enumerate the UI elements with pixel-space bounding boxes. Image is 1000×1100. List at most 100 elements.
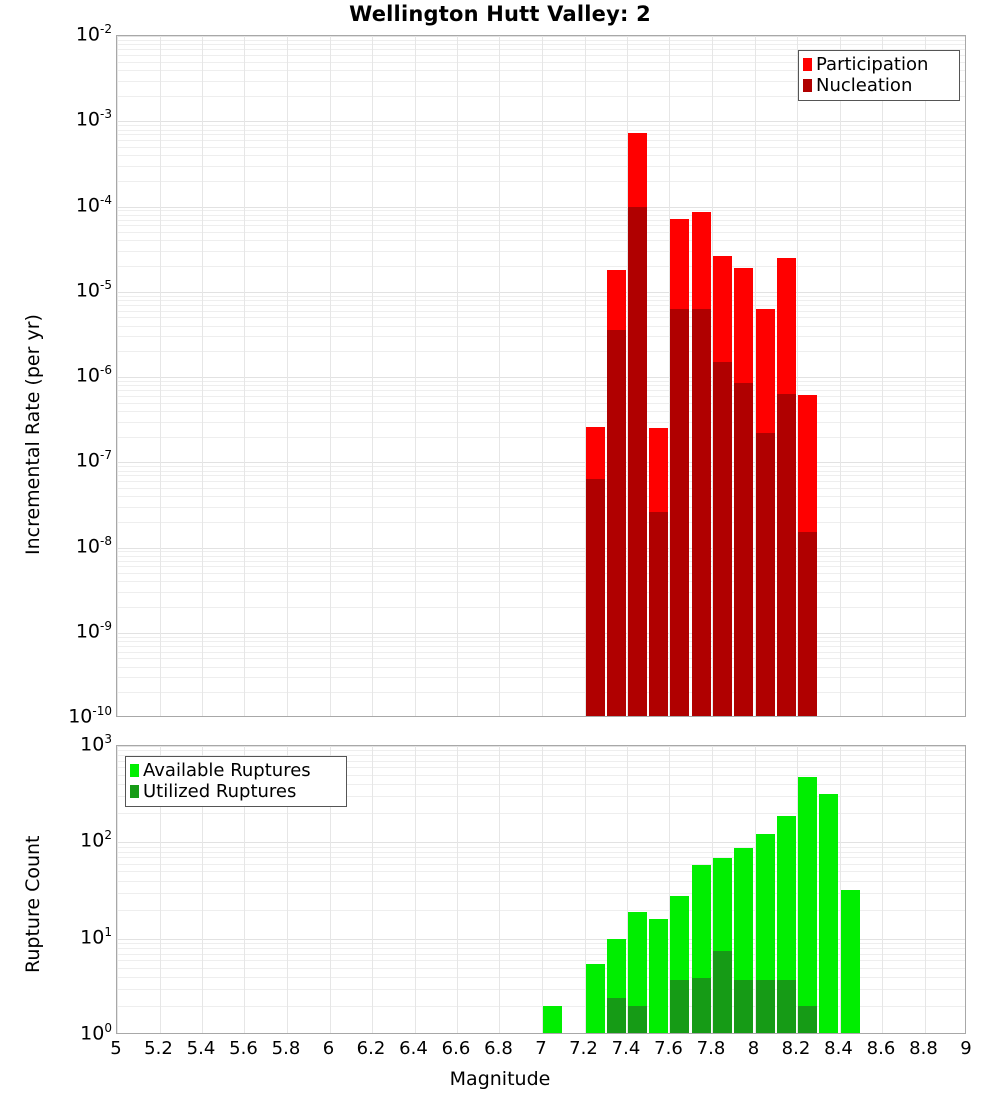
- bar-nucleation: [586, 479, 605, 716]
- y-axis-tick-label: 10-6: [75, 363, 112, 387]
- gridline: [117, 548, 965, 549]
- gridline: [117, 852, 965, 853]
- bar-nucleation: [628, 207, 647, 716]
- gridline: [117, 658, 965, 659]
- bar-available-ruptures: [798, 777, 817, 1033]
- gridline: [117, 573, 965, 574]
- gridline: [117, 210, 965, 211]
- gridline: [117, 225, 965, 226]
- gridline-vertical: [585, 36, 586, 716]
- x-axis-tick-label: 6.8: [484, 1038, 513, 1059]
- gridline: [117, 943, 965, 944]
- bar-nucleation: [649, 512, 668, 716]
- gridline: [117, 637, 965, 638]
- y-axis-tick-label: 101: [80, 924, 112, 948]
- gridline-vertical: [287, 746, 288, 1033]
- legend-swatch-icon: [130, 785, 139, 798]
- gridline-vertical: [755, 746, 756, 1033]
- x-axis-tick-label: 5.8: [271, 1038, 301, 1059]
- gridline-vertical: [160, 746, 161, 1033]
- gridline: [117, 215, 965, 216]
- gridline-vertical: [372, 36, 373, 716]
- legend-entry: Utilized Ruptures: [130, 781, 340, 802]
- x-axis-tick-label: 7.6: [654, 1038, 683, 1059]
- gridline: [117, 317, 965, 318]
- gridline-vertical: [585, 746, 586, 1033]
- gridline: [117, 381, 965, 382]
- bar-available-ruptures: [543, 1006, 562, 1033]
- y-axis-tick-label: 102: [80, 828, 112, 852]
- gridline: [117, 55, 965, 56]
- y-axis-tick-label: 10-8: [75, 533, 112, 557]
- gridline: [117, 939, 965, 940]
- bar-utilized-ruptures: [692, 978, 711, 1033]
- y-axis-tick-label: 100: [80, 1021, 112, 1045]
- bar-available-ruptures: [628, 912, 647, 1033]
- gridline: [117, 166, 965, 167]
- y-axis-tick-label: 10-4: [75, 192, 112, 216]
- y-axis-tick-label: 10-9: [75, 618, 112, 643]
- gridline: [117, 551, 965, 552]
- bar-nucleation: [756, 433, 775, 716]
- y-axis-tick-label: 103: [80, 732, 112, 756]
- gridline: [117, 385, 965, 386]
- bar-nucleation: [777, 394, 796, 716]
- x-axis-tick-label: 8.2: [781, 1038, 811, 1059]
- gridline: [117, 220, 965, 221]
- gridline: [117, 251, 965, 252]
- x-axis-tick-label: 7.8: [696, 1038, 726, 1059]
- gridline: [117, 857, 965, 858]
- x-axis-tick-label: 6.2: [356, 1038, 386, 1059]
- x-axis-tick-label: 8.4: [824, 1038, 853, 1059]
- bar-utilized-ruptures: [756, 980, 775, 1033]
- gridline-vertical: [840, 36, 841, 716]
- gridline: [117, 377, 965, 378]
- gridline: [117, 641, 965, 642]
- y-axis-tick-label: 10-3: [75, 107, 112, 131]
- y-axis-tick-label: 10-2: [75, 22, 112, 46]
- gridline-vertical: [925, 36, 926, 716]
- legend-label: Available Ruptures: [143, 759, 311, 781]
- gridline: [117, 336, 965, 337]
- gridline-vertical: [244, 36, 245, 716]
- gridline: [117, 155, 965, 156]
- gridline-vertical: [117, 36, 118, 716]
- legend-entry: Nucleation: [803, 75, 953, 96]
- gridline-vertical: [415, 746, 416, 1033]
- gridline: [117, 1006, 965, 1007]
- x-axis-tick-label: 6.6: [441, 1038, 471, 1059]
- gridline-vertical: [287, 36, 288, 716]
- gridline: [117, 49, 965, 50]
- x-axis-tick-label: 8.6: [866, 1038, 896, 1059]
- gridline: [117, 761, 965, 762]
- gridline-vertical: [330, 746, 331, 1033]
- gridline: [117, 488, 965, 489]
- gridline-vertical: [627, 36, 628, 716]
- gridline: [117, 422, 965, 423]
- gridline: [117, 351, 965, 352]
- x-axis-label: Magnitude: [449, 1068, 551, 1090]
- gridline: [117, 581, 965, 582]
- bar-available-ruptures: [649, 919, 668, 1033]
- gridline-vertical: [457, 36, 458, 716]
- legend-entry: Available Ruptures: [130, 760, 340, 781]
- gridline: [117, 893, 965, 894]
- gridline: [117, 70, 965, 71]
- gridline: [117, 437, 965, 438]
- gridline: [117, 871, 965, 872]
- gridline-vertical: [797, 36, 798, 716]
- gridline: [117, 481, 965, 482]
- bar-nucleation: [713, 362, 732, 716]
- x-axis-tick-label: 7.4: [611, 1038, 641, 1059]
- top-y-axis-label: Incremental Rate (per yr): [22, 314, 44, 555]
- bar-nucleation: [670, 309, 689, 716]
- gridline: [117, 125, 965, 126]
- gridline: [117, 396, 965, 397]
- gridline-vertical: [160, 36, 161, 716]
- gridline-vertical: [372, 746, 373, 1033]
- gridline: [117, 44, 965, 45]
- legend-swatch-icon: [130, 764, 139, 777]
- gridline: [117, 471, 965, 472]
- gridline: [117, 411, 965, 412]
- bar-nucleation: [692, 309, 711, 716]
